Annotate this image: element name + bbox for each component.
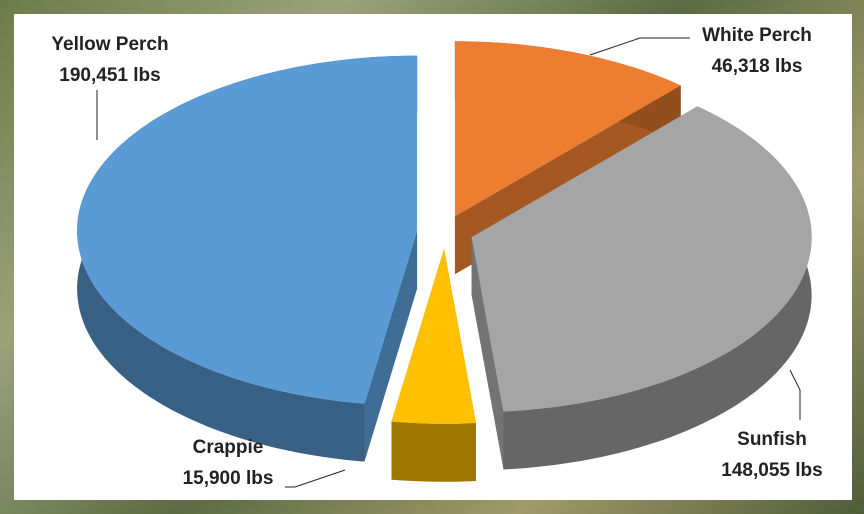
category-label: White Perch: [702, 25, 812, 46]
slice-wall: [471, 237, 504, 470]
leader-line: [285, 469, 346, 488]
labels: White Perch 46,318 lbs Sunfish 148,055 lbs C…: [51, 25, 822, 489]
slice: [77, 55, 418, 462]
slice-top: [471, 106, 812, 412]
slice-side: [503, 106, 812, 470]
category-label: Yellow Perch: [51, 34, 168, 55]
pie: [77, 41, 812, 482]
slice: [391, 248, 476, 482]
slice-side: [391, 421, 476, 482]
value-label: 15,900 lbs: [183, 468, 274, 489]
leader-line: [789, 369, 801, 420]
value-label: 46,318 lbs: [712, 56, 803, 77]
slice-top: [77, 55, 418, 404]
value-label: 148,055 lbs: [721, 460, 822, 481]
leader-line: [589, 37, 690, 56]
value-label: 190,451 lbs: [59, 65, 160, 86]
slice-top: [391, 248, 476, 424]
slice-top: [454, 41, 681, 217]
category-label: Sunfish: [737, 429, 807, 450]
slice: [471, 106, 812, 470]
category-label: Crappie: [193, 437, 264, 458]
slice-wall: [364, 230, 418, 462]
